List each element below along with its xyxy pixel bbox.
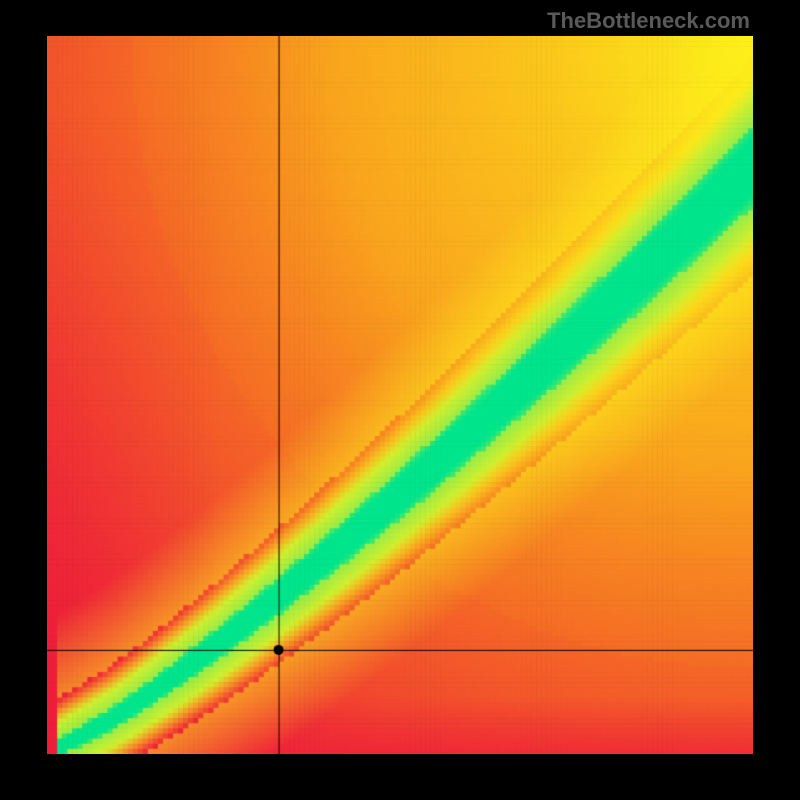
bottleneck-heatmap <box>47 36 753 754</box>
watermark-text: TheBottleneck.com <box>547 8 750 34</box>
